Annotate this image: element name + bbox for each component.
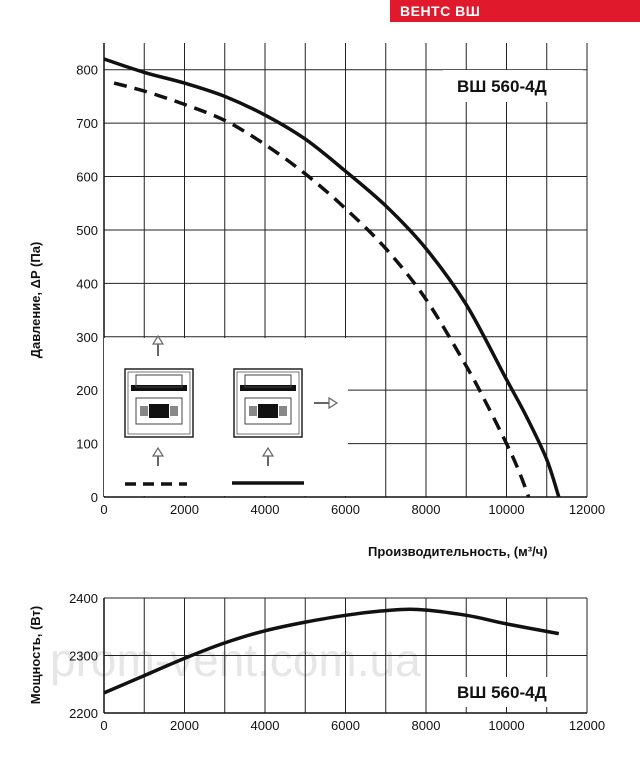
pressure-series-solid (103, 57, 561, 498)
power-x-tick-label: 0 (100, 718, 107, 733)
pressure-y-tick-label: 600 (76, 170, 98, 185)
pressure-y-tick-label: 400 (76, 276, 98, 291)
pressure-x-tick-label: 10000 (488, 502, 524, 517)
power-x-tick-label: 2000 (170, 718, 199, 733)
pressure-x-tick-label: 4000 (251, 502, 280, 517)
pressure-y-tick-label: 300 (76, 330, 98, 345)
power-x-tick-label: 4000 (251, 718, 280, 733)
pressure-x-tick-label: 12000 (569, 502, 605, 517)
x-axis-label: Производительность, (м³/ч) (368, 544, 548, 559)
pressure-x-tick-label: 2000 (170, 502, 199, 517)
power-y-tick-label: 2200 (69, 706, 98, 721)
power-y-tick-label: 2300 (69, 649, 98, 664)
brand-badge: ВЕНТС ВШ (390, 0, 640, 22)
arrow-up-icon (151, 446, 165, 466)
power-x-tick-label: 8000 (412, 718, 441, 733)
y-axis-label: Давление, ΔP (Па) (28, 242, 43, 359)
pressure-y-tick-label: 800 (76, 63, 98, 78)
pressure-x-tick-label: 6000 (331, 502, 360, 517)
pressure-x-tick-label: 8000 (412, 502, 441, 517)
power-x-tick-label: 6000 (331, 718, 360, 733)
model-label-box (443, 70, 583, 102)
model-label: ВШ 560-4Д (457, 77, 547, 96)
pressure-series-dashed (113, 81, 531, 498)
fan-unit-diagram-right (233, 368, 303, 438)
power-x-tick-label: 12000 (569, 718, 605, 733)
pressure-x-tick-label: 0 (100, 502, 107, 517)
pressure-y-tick-label: 200 (76, 383, 98, 398)
fan-unit-diagram-left (124, 368, 194, 438)
power-x-tick-label: 10000 (488, 718, 524, 733)
pressure-y-tick-label: 700 (76, 116, 98, 131)
power-y-tick-label: 2400 (69, 591, 98, 606)
power-chart-axes: 0 2000 4000 6000 8000 10000 12000 2200 2300 2400 (69, 591, 605, 733)
watermark: prom-vent.com.ua (50, 634, 421, 686)
power-curve (103, 607, 560, 695)
pressure-y-tick-label: 100 (76, 437, 98, 452)
pressure-y-tick-label: 0 (91, 490, 98, 505)
schematic-inset (104, 334, 348, 496)
arrow-up-icon (261, 446, 275, 466)
pressure-y-tick-label: 500 (76, 223, 98, 238)
model-label-box (443, 677, 583, 707)
arrow-right-icon (314, 396, 339, 410)
pressure-curves (103, 57, 561, 498)
power-series-power (103, 607, 560, 695)
power-y-axis-label: Мощность, (Вт) (28, 606, 43, 704)
arrow-up-icon (151, 334, 165, 356)
model-label: ВШ 560-4Д (457, 683, 547, 702)
